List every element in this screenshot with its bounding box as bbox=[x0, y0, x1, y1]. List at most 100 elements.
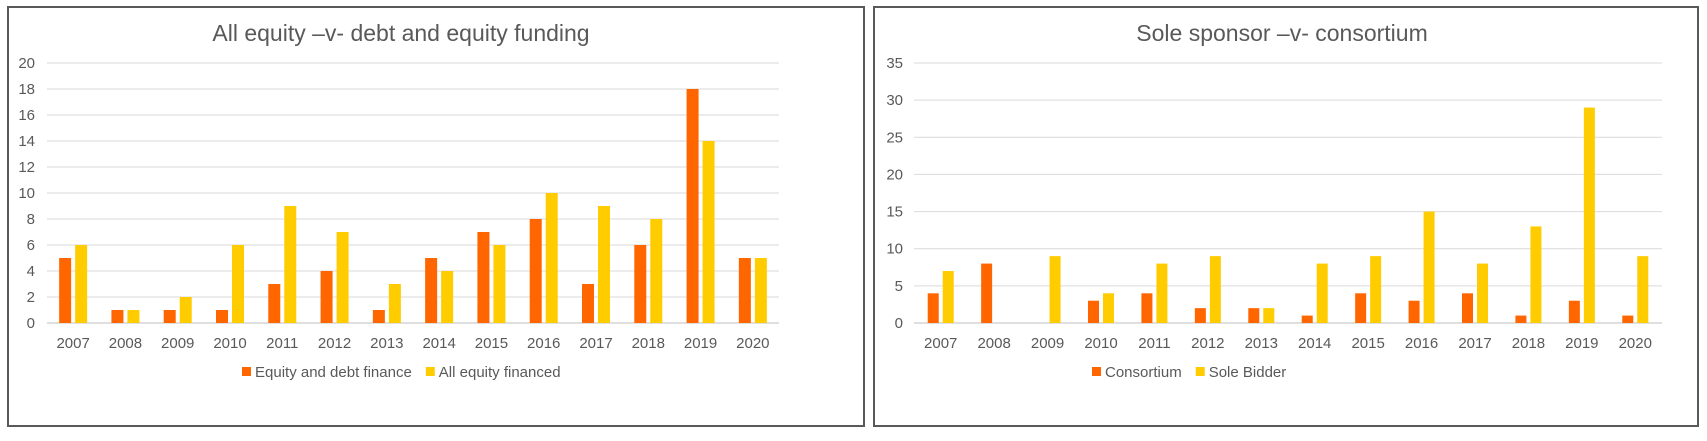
x-tick-label: 2016 bbox=[527, 335, 560, 352]
x-tick-label: 2014 bbox=[1298, 335, 1331, 352]
x-tick-label: 2008 bbox=[109, 335, 142, 352]
bar-equity-and-debt-finance-2012 bbox=[320, 271, 333, 323]
x-tick-label: 2012 bbox=[1191, 335, 1224, 352]
x-tick-label: 2018 bbox=[632, 335, 665, 352]
legend-label: All equity financed bbox=[439, 364, 561, 381]
x-tick-label: 2013 bbox=[370, 335, 403, 352]
bar-consortium-2008 bbox=[981, 263, 993, 323]
bar-equity-and-debt-finance-2009 bbox=[163, 310, 176, 323]
x-tick-label: 2011 bbox=[266, 335, 298, 352]
y-tick-label: 20 bbox=[886, 166, 903, 183]
bar-consortium-2016 bbox=[1408, 300, 1420, 323]
bar-consortium-2020 bbox=[1622, 315, 1634, 323]
x-tick-label: 2020 bbox=[1619, 335, 1652, 352]
x-tick-label: 2011 bbox=[1138, 335, 1170, 352]
y-tick-label: 16 bbox=[18, 107, 35, 124]
legend-label: Equity and debt finance bbox=[255, 364, 412, 381]
bar-all-equity-financed-2014 bbox=[441, 271, 454, 323]
x-tick-label: 2015 bbox=[1351, 335, 1384, 352]
chart-sponsor-consortium: Sole sponsor –v- consortium 0 5 10 15 20 25 30 3… bbox=[886, 20, 1662, 381]
bar-equity-and-debt-finance-2015 bbox=[477, 232, 490, 323]
bar-sole-bidder-2013 bbox=[1263, 308, 1275, 323]
bar-equity-and-debt-finance-2016 bbox=[529, 219, 542, 323]
legend-swatch bbox=[242, 367, 251, 376]
bar-sole-bidder-2011 bbox=[1156, 263, 1168, 323]
bar-sole-bidder-2014 bbox=[1316, 263, 1328, 323]
x-tick-label: 2007 bbox=[56, 335, 89, 352]
bar-sole-bidder-2016 bbox=[1423, 211, 1435, 323]
y-tick-label: 35 bbox=[886, 55, 903, 72]
bar-all-equity-financed-2012 bbox=[336, 232, 349, 323]
bar-all-equity-financed-2013 bbox=[388, 284, 401, 323]
bar-equity-and-debt-finance-2010 bbox=[216, 310, 228, 323]
bar-sole-bidder-2007 bbox=[942, 271, 954, 323]
x-tick-label: 2020 bbox=[736, 335, 769, 352]
bar-equity-and-debt-finance-2011 bbox=[268, 284, 281, 323]
chart-panel-sponsor-consortium: Sole sponsor –v- consortium 0 5 10 15 20 25 30 3… bbox=[873, 6, 1699, 427]
y-tick-label: 5 bbox=[895, 278, 903, 295]
bar-all-equity-financed-2011 bbox=[284, 206, 297, 323]
chart-equity-funding: All equity –v- debt and equity funding 0 2… bbox=[18, 20, 779, 381]
x-tick-label: 2007 bbox=[924, 335, 957, 352]
x-tick-label: 2016 bbox=[1405, 335, 1438, 352]
bar-all-equity-financed-2016 bbox=[545, 193, 558, 323]
y-tick-label: 18 bbox=[18, 81, 35, 98]
bar-consortium-2018 bbox=[1515, 315, 1527, 323]
x-tick-label: 2019 bbox=[684, 335, 717, 352]
x-tick-label: 2009 bbox=[1031, 335, 1064, 352]
bar-sole-bidder-2017 bbox=[1477, 263, 1488, 323]
bar-equity-and-debt-finance-2019 bbox=[686, 89, 699, 323]
y-tick-label: 8 bbox=[27, 211, 35, 228]
bar-equity-and-debt-finance-2017 bbox=[582, 284, 594, 323]
x-tick-label: 2015 bbox=[475, 335, 508, 352]
legend-swatch bbox=[1092, 367, 1101, 376]
bar-equity-and-debt-finance-2014 bbox=[425, 258, 438, 323]
x-tick-label: 2013 bbox=[1245, 335, 1278, 352]
legend-swatch bbox=[425, 367, 435, 376]
x-tick-label: 2010 bbox=[1084, 335, 1117, 352]
bar-consortium-2007 bbox=[927, 293, 939, 323]
bar-sole-bidder-2015 bbox=[1370, 256, 1382, 323]
bar-consortium-2010 bbox=[1088, 300, 1099, 323]
bar-all-equity-financed-2010 bbox=[232, 245, 244, 323]
bar-sole-bidder-2010 bbox=[1103, 293, 1114, 323]
x-tick-label: 2018 bbox=[1512, 335, 1545, 352]
bar-consortium-2013 bbox=[1248, 308, 1260, 323]
y-tick-label: 20 bbox=[18, 55, 35, 72]
chart-title: All equity –v- debt and equity funding bbox=[212, 20, 589, 46]
bar-equity-and-debt-finance-2018 bbox=[634, 245, 647, 323]
bar-equity-and-debt-finance-2020 bbox=[738, 258, 751, 323]
x-tick-label: 2019 bbox=[1565, 335, 1598, 352]
bar-all-equity-financed-2018 bbox=[650, 219, 663, 323]
bar-equity-and-debt-finance-2007 bbox=[59, 258, 72, 323]
y-tick-label: 14 bbox=[18, 133, 35, 150]
x-tick-label: 2009 bbox=[161, 335, 194, 352]
bar-all-equity-financed-2007 bbox=[75, 245, 88, 323]
y-tick-label: 15 bbox=[886, 204, 903, 221]
y-tick-label: 10 bbox=[18, 185, 35, 202]
bar-sole-bidder-2009 bbox=[1049, 256, 1061, 323]
bar-equity-and-debt-finance-2013 bbox=[372, 310, 385, 323]
x-tick-label: 2012 bbox=[318, 335, 351, 352]
y-tick-label: 6 bbox=[27, 237, 35, 254]
legend-label: Sole Bidder bbox=[1209, 364, 1287, 381]
x-tick-label: 2017 bbox=[1458, 335, 1491, 352]
bar-consortium-2012 bbox=[1194, 308, 1206, 323]
bar-consortium-2014 bbox=[1301, 315, 1313, 323]
legend-swatch bbox=[1195, 367, 1205, 376]
y-tick-label: 4 bbox=[27, 263, 35, 280]
x-tick-label: 2014 bbox=[422, 335, 455, 352]
bar-all-equity-financed-2019 bbox=[702, 141, 715, 323]
bar-all-equity-financed-2017 bbox=[598, 206, 610, 323]
y-tick-label: 25 bbox=[886, 129, 903, 146]
x-tick-label: 2017 bbox=[579, 335, 612, 352]
y-tick-label: 0 bbox=[895, 315, 903, 332]
y-tick-label: 2 bbox=[27, 289, 35, 306]
x-tick-label: 2008 bbox=[977, 335, 1010, 352]
y-tick-label: 12 bbox=[18, 159, 35, 176]
bar-consortium-2019 bbox=[1568, 300, 1580, 323]
legend-label: Consortium bbox=[1105, 364, 1182, 381]
chart-title: Sole sponsor –v- consortium bbox=[1136, 20, 1427, 46]
y-tick-label: 0 bbox=[27, 315, 35, 332]
bar-sole-bidder-2018 bbox=[1530, 226, 1542, 323]
